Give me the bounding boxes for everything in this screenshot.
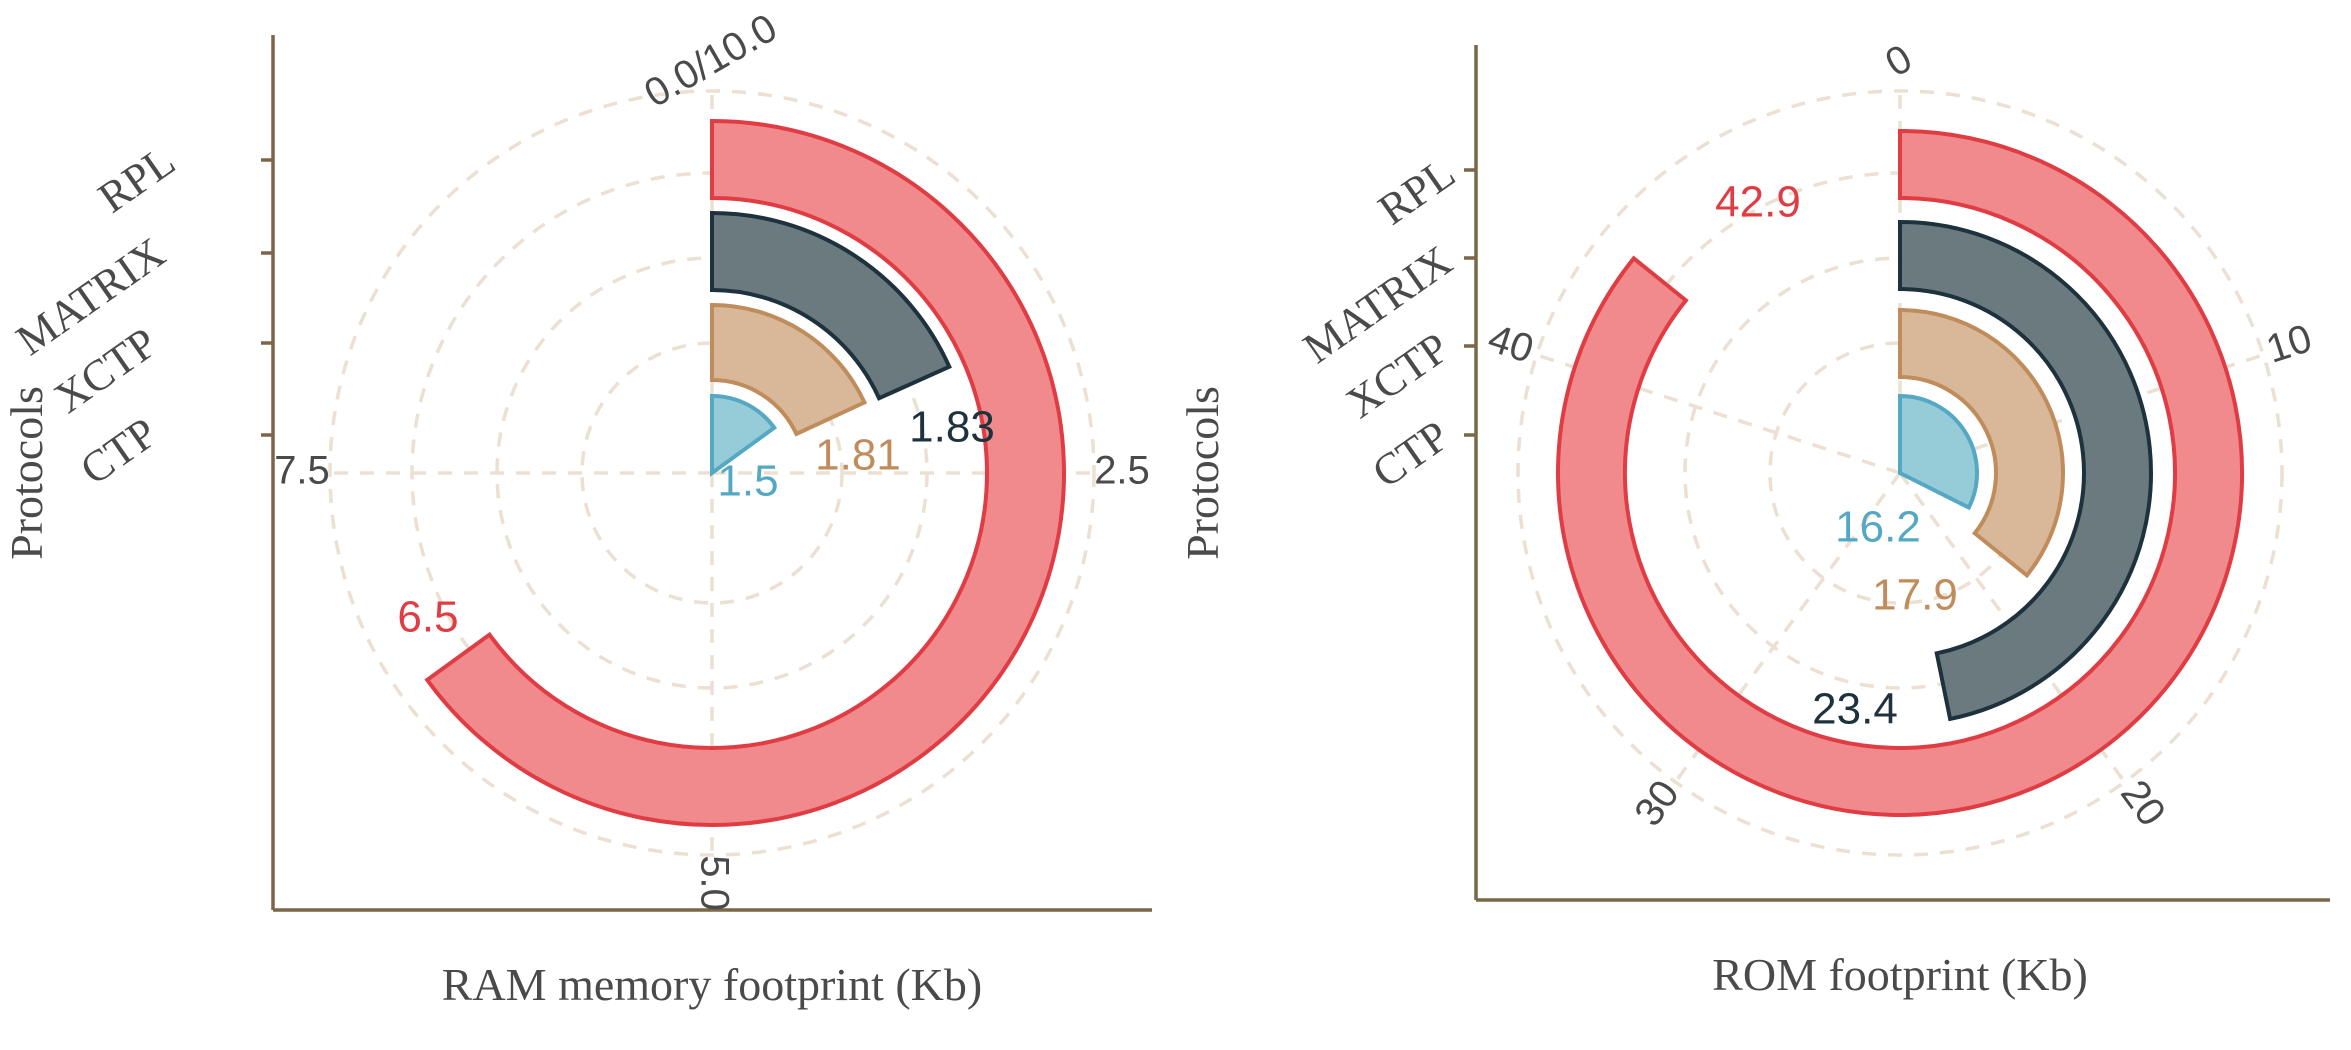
radial-bar-rpl — [424, 118, 1066, 827]
radial-bar-rpl — [1556, 128, 2245, 817]
angle-tick-label: 7.5 — [274, 449, 330, 493]
radial-bar-ctp — [710, 393, 778, 477]
data-value-label: 1.81 — [815, 431, 901, 480]
y-axis-title: Protocols — [1177, 386, 1228, 560]
ram-chart-panel: RPLMATRIXXCTPCTP0.0/10.02.55.07.56.51.83… — [1, 6, 1152, 1010]
x-axis-title: ROM footprint (Kb) — [1712, 949, 2088, 1000]
angle-tick-label: 2.5 — [1094, 449, 1150, 493]
angle-tick-label: 30 — [1626, 772, 1688, 834]
category-label: CTP — [72, 408, 166, 494]
data-value-label: 17.9 — [1872, 571, 1958, 620]
radial-bar-matrix — [710, 210, 952, 401]
angle-tick-label: 10 — [2261, 316, 2317, 372]
grid-ring — [328, 89, 1096, 857]
angle-tick-label: 5.0 — [692, 855, 736, 911]
angle-tick-label: 20 — [2112, 772, 2174, 834]
grid-ring — [1516, 89, 2284, 857]
rom-chart-panel: RPLMATRIXXCTPCTP01020304042.923.417.916.… — [1177, 36, 2330, 1000]
y-axis-title: Protocols — [1, 386, 52, 560]
data-value-label: 6.5 — [397, 593, 458, 642]
category-label: CTP — [1364, 411, 1458, 497]
angle-tick-label: 40 — [1483, 316, 1539, 372]
data-value-label: 1.5 — [717, 457, 778, 506]
data-value-label: 42.9 — [1715, 178, 1801, 227]
radial-bar-xctp — [710, 302, 868, 437]
data-value-label: 1.83 — [909, 403, 995, 452]
category-label: RPL — [90, 136, 184, 222]
data-value-label: 23.4 — [1812, 685, 1898, 734]
data-value-label: 16.2 — [1835, 503, 1921, 552]
x-axis-title: RAM memory footprint (Kb) — [442, 959, 982, 1010]
radial-bar-ctp — [1898, 393, 1980, 511]
radial-bar-xctp — [1898, 307, 2065, 579]
category-label: RPL — [1370, 148, 1464, 234]
radial-bar-matrix — [1898, 219, 2154, 722]
angle-tick-label: 0 — [1878, 36, 1919, 85]
